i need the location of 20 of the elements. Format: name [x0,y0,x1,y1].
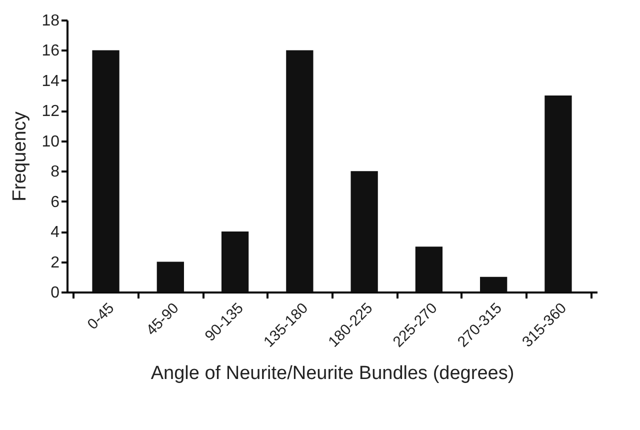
bar [415,246,443,292]
y-tick-label: 12 [42,103,60,120]
x-axis-title: Angle of Neurite/Neurite Bundles (degrees) [150,363,514,384]
bar [286,50,314,292]
y-tick-label: 14 [42,72,60,90]
y-tick-label: 6 [50,194,60,211]
y-tick-label: 8 [50,164,60,181]
bar [480,276,508,292]
y-tick-label: 16 [42,42,60,60]
bar [221,232,249,292]
bar [92,50,120,292]
y-tick-label: 0 [50,284,60,302]
y-tick-label: 4 [50,224,60,242]
y-tick-label: 10 [42,133,60,150]
bar [544,96,572,292]
bar [156,262,184,292]
y-tick-label: 2 [50,254,60,272]
y-axis-title: Frequency [10,111,31,202]
bar [350,171,378,292]
y-tick-label: 18 [42,12,60,30]
